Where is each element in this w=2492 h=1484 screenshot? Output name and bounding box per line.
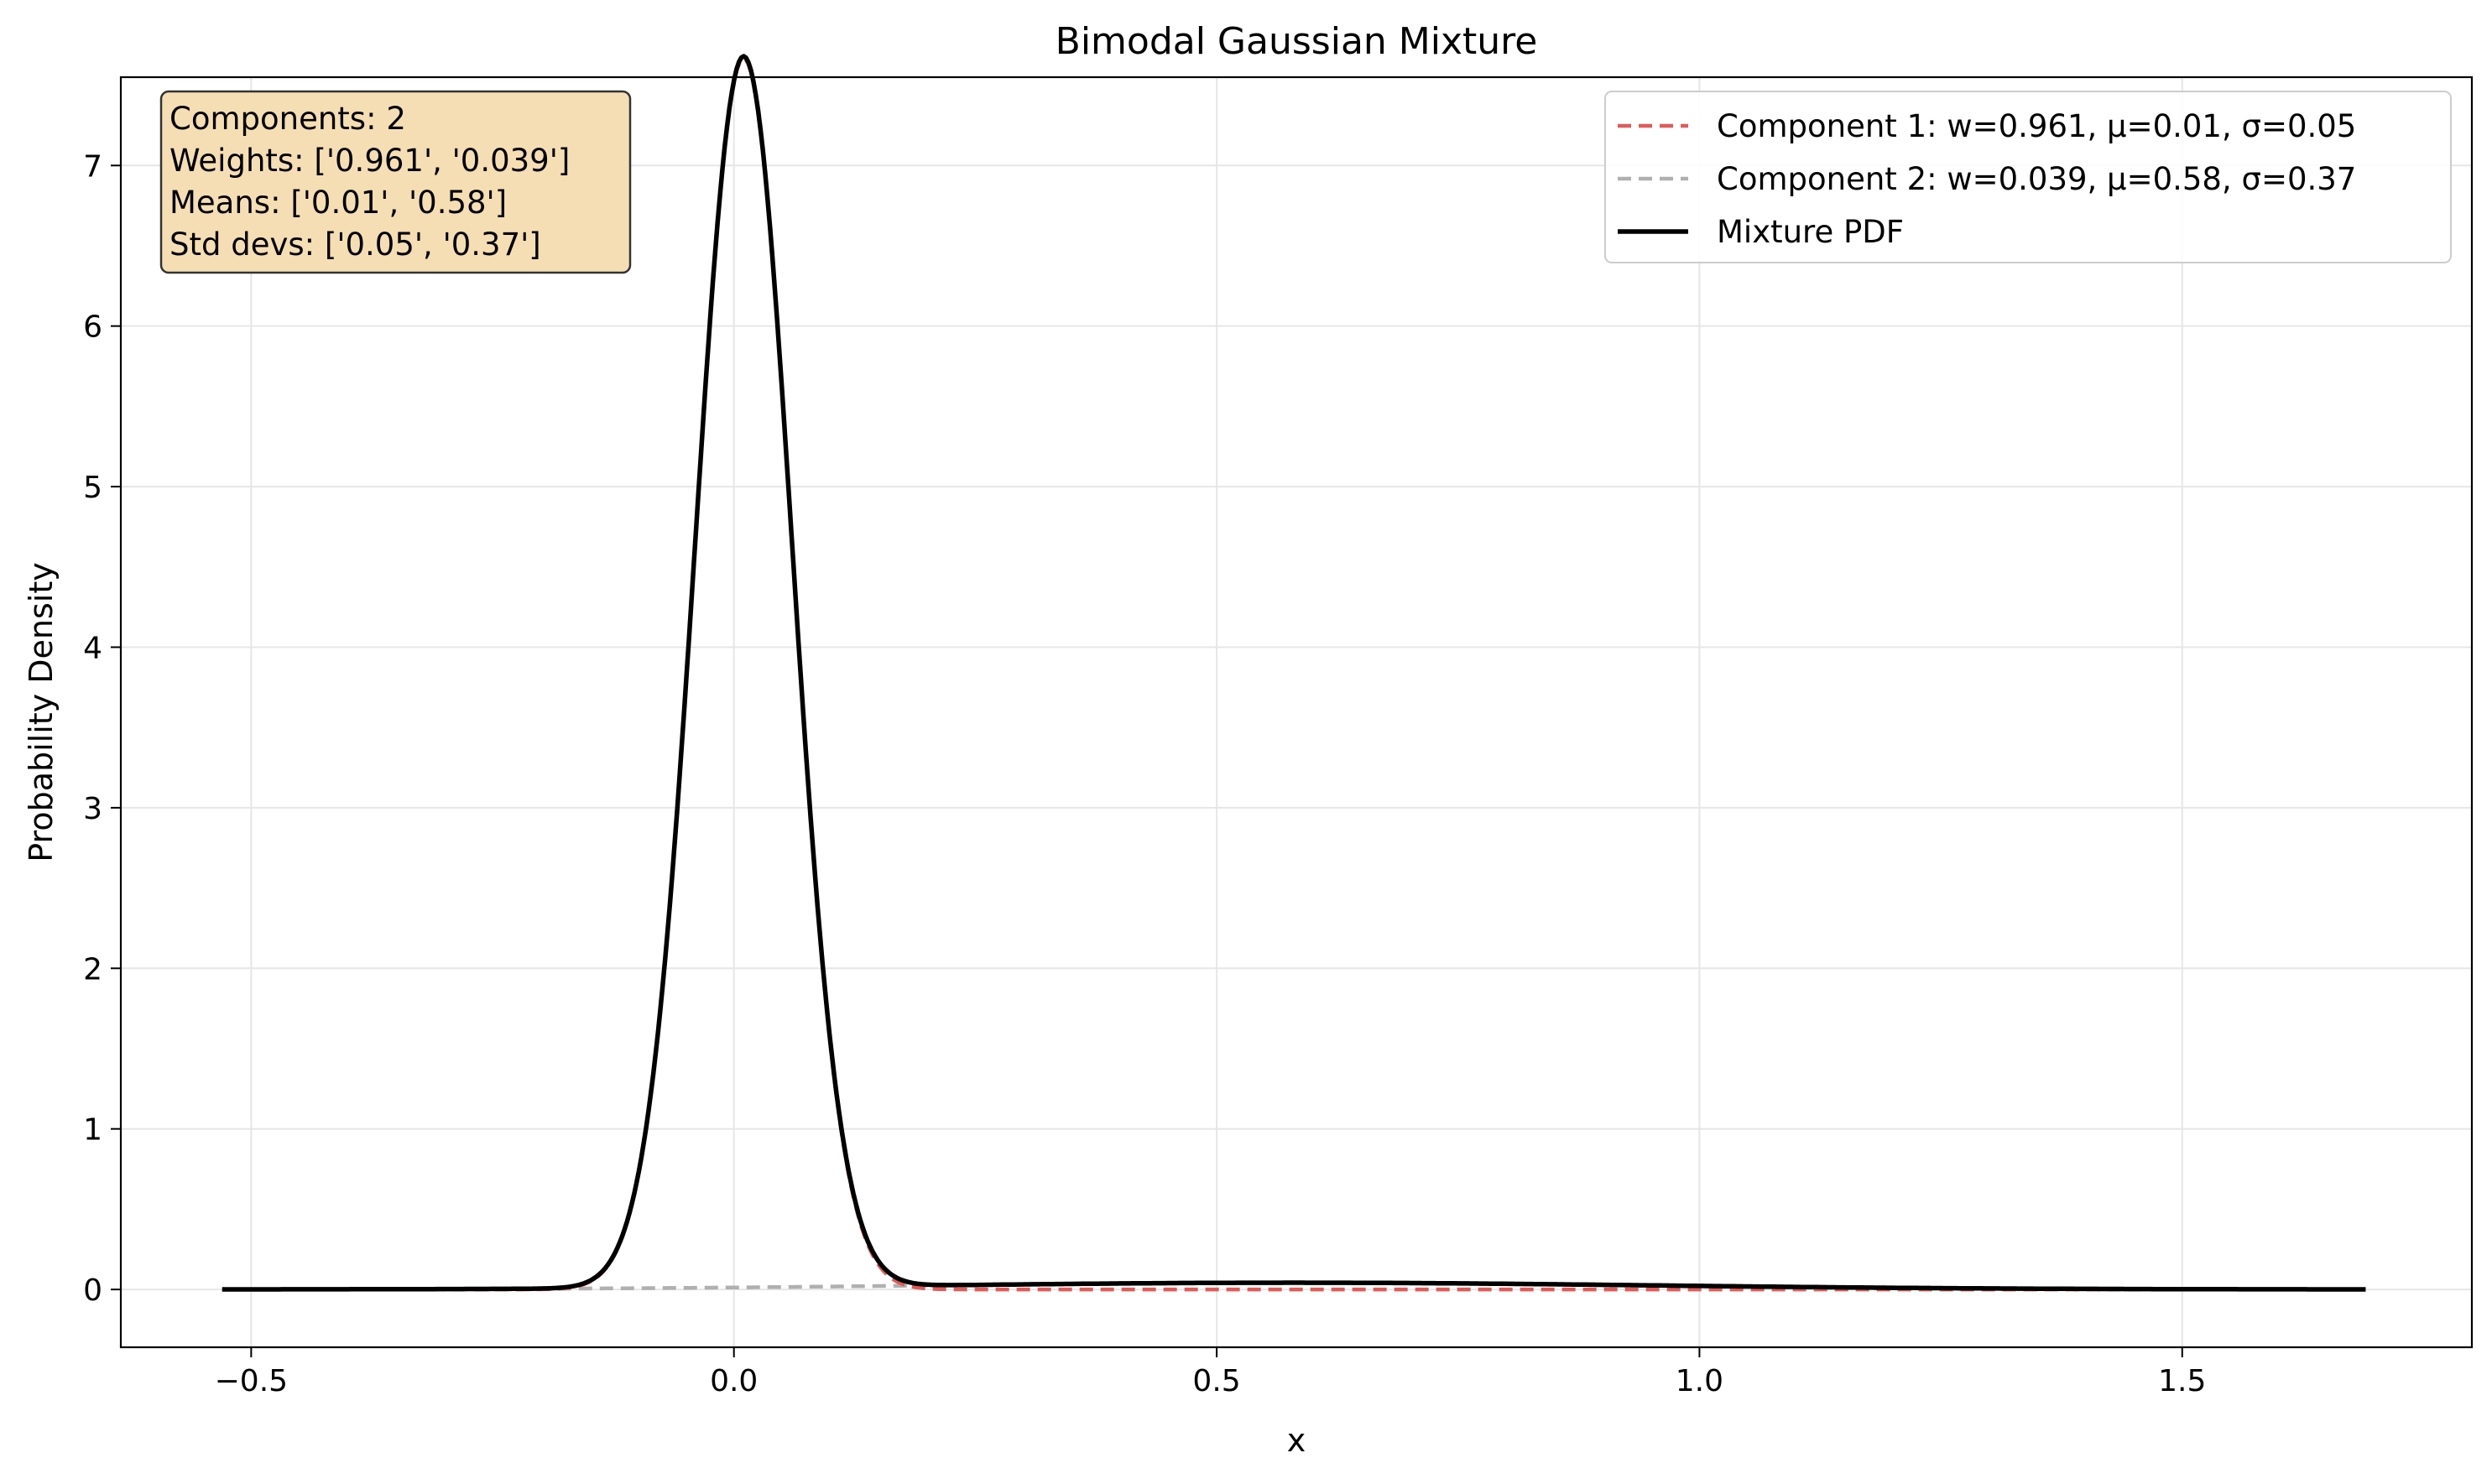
series-line-3 xyxy=(222,54,2366,1292)
stats-line: Components: 2 xyxy=(169,101,406,137)
legend-label: Component 2: w=0.039, μ=0.58, σ=0.37 xyxy=(1717,161,2356,197)
legend-label: Mixture PDF xyxy=(1717,214,1904,250)
legend-frame xyxy=(1604,91,2452,263)
y-axis-label: Probability Density xyxy=(23,562,60,862)
y-tick-label: 7 xyxy=(83,149,102,184)
y-tick-label: 1 xyxy=(83,1113,102,1148)
y-tick-label: 0 xyxy=(83,1273,102,1308)
y-tick-label: 3 xyxy=(83,792,102,826)
y-tick-label: 2 xyxy=(83,952,102,987)
y-tick-label: 5 xyxy=(83,471,102,505)
stats-line: Weights: ['0.961', '0.039'] xyxy=(169,143,570,179)
x-tick-label: 1.0 xyxy=(1676,1364,1723,1398)
x-tick-label: 1.5 xyxy=(2158,1364,2206,1398)
y-tick-label: 4 xyxy=(83,631,102,665)
grid-lines xyxy=(121,77,2472,1347)
x-axis-label: x xyxy=(1287,1422,1306,1459)
series-lines xyxy=(222,54,2366,1292)
legend: Component 1: w=0.961, μ=0.01, σ=0.05 Comp… xyxy=(1604,91,2452,263)
stats-line: Std devs: ['0.05', '0.37'] xyxy=(169,227,541,263)
stats-annotation-box: Components: 2 Weights: ['0.961', '0.039']… xyxy=(159,90,632,274)
x-tick-label: 0.0 xyxy=(710,1364,758,1398)
stats-line: Means: ['0.01', '0.58'] xyxy=(169,185,507,221)
y-tick-label: 6 xyxy=(83,310,102,345)
x-tick-label: −0.5 xyxy=(215,1364,288,1398)
x-tick-label: 0.5 xyxy=(1192,1364,1240,1398)
stats-box-background xyxy=(159,90,632,274)
axis-ticks: −0.5 0.0 0.5 1.0 1.5 0 1 2 3 4 5 6 7 xyxy=(83,149,2206,1398)
plot-frame xyxy=(119,76,2474,1349)
legend-label: Component 1: w=0.961, μ=0.01, σ=0.05 xyxy=(1717,108,2356,144)
chart-title: Bimodal Gaussian Mixture xyxy=(1056,20,1538,63)
